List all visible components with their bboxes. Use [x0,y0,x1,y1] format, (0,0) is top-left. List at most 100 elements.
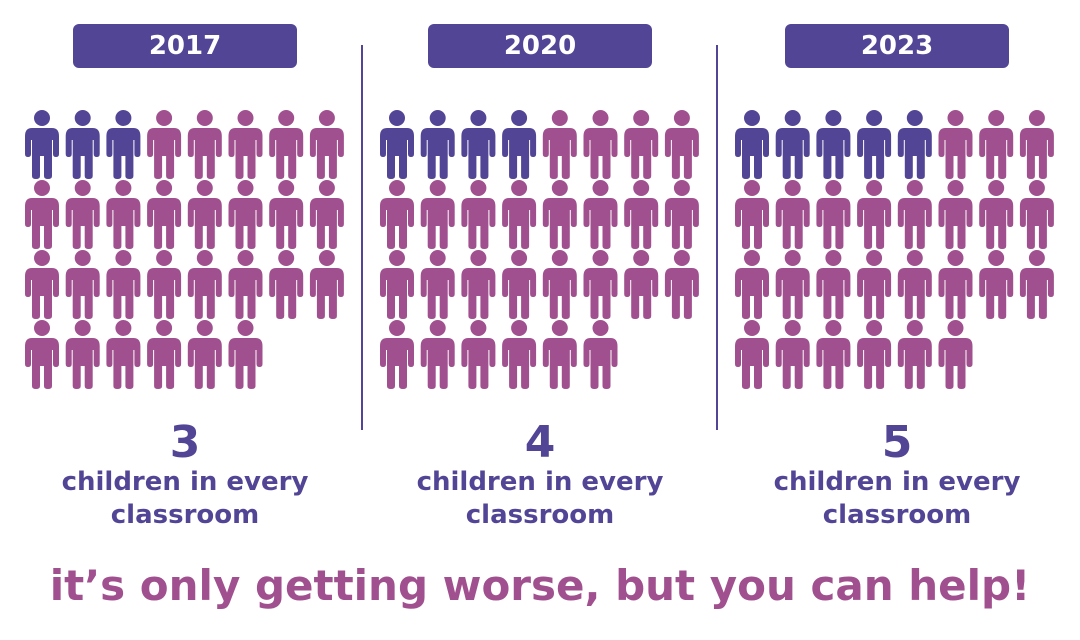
child [664,110,699,179]
highlighted-child [857,110,892,179]
highlighted-child [897,110,932,179]
child [583,250,618,319]
child [187,320,222,389]
child [938,180,973,249]
child [938,110,973,179]
child [228,180,263,249]
child [979,110,1014,179]
child [583,320,618,389]
year-badge: 2020 [428,24,652,68]
count: 5 [881,417,913,468]
caption: children in every classroom [773,467,1021,530]
child [816,180,851,249]
child [25,320,59,389]
child [147,110,182,179]
child [775,250,810,319]
child [309,180,344,249]
child [1019,250,1054,319]
child [1019,110,1054,179]
child [938,250,973,319]
child [775,180,810,249]
highlighted-child [735,110,769,179]
child [461,320,496,389]
highlighted-child [106,110,141,179]
child [502,180,537,249]
child [147,250,182,319]
highlighted-child [65,110,100,179]
child [735,250,769,319]
child [816,250,851,319]
child [1019,180,1054,249]
child [380,320,414,389]
child [106,180,141,249]
child [542,180,577,249]
child [420,250,455,319]
child [461,180,496,249]
child [979,180,1014,249]
child [147,180,182,249]
child [624,110,659,179]
child [65,250,100,319]
highlighted-child [816,110,851,179]
child [269,180,304,249]
caption: children in every classroom [61,467,309,530]
child [775,320,810,389]
child [857,250,892,319]
child [897,180,932,249]
child [420,180,455,249]
child [979,250,1014,319]
child [309,110,344,179]
child [228,250,263,319]
child [542,110,577,179]
child [664,250,699,319]
child [624,250,659,319]
child [187,180,222,249]
child [187,110,222,179]
child [583,110,618,179]
caption: children in every classroom [416,467,664,530]
child [380,250,414,319]
child [816,320,851,389]
child [502,250,537,319]
child [65,180,100,249]
child [25,250,59,319]
highlighted-child [461,110,496,179]
year-badge: 2017 [73,24,297,68]
year-badge: 2023 [785,24,1009,68]
child [897,320,932,389]
child [502,320,537,389]
child [309,250,344,319]
child [542,250,577,319]
child [735,180,769,249]
child [380,180,414,249]
child [542,320,577,389]
child [147,320,182,389]
child [269,250,304,319]
child [938,320,973,389]
highlighted-child [380,110,414,179]
child [583,180,618,249]
highlighted-child [502,110,537,179]
child [106,320,141,389]
child [857,180,892,249]
child [735,320,769,389]
child [420,320,455,389]
highlighted-child [420,110,455,179]
child [461,250,496,319]
count: 4 [524,417,556,468]
tagline: it’s only getting worse, but you can hel… [49,561,1031,610]
child [228,320,263,389]
child [106,250,141,319]
child [25,180,59,249]
child [857,320,892,389]
highlighted-child [775,110,810,179]
child [65,320,100,389]
child [269,110,304,179]
child [624,180,659,249]
highlighted-child [25,110,59,179]
child [664,180,699,249]
count: 3 [169,417,201,468]
child [897,250,932,319]
